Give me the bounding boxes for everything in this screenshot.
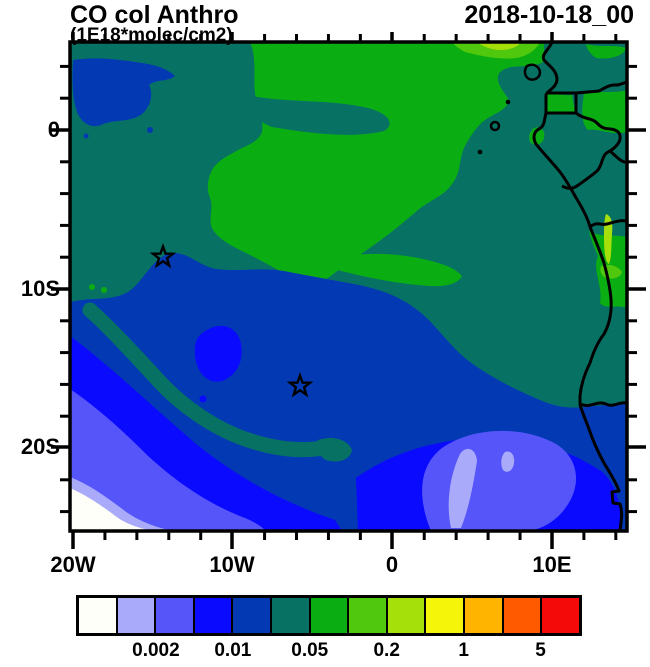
island-bioko	[523, 63, 542, 81]
axis-ticks	[51, 32, 646, 549]
colorbar-cell-5	[270, 598, 309, 633]
island-principe	[505, 99, 511, 105]
colorbar-cell-1	[115, 598, 155, 633]
plot-datetime: 2018-10-18_00	[464, 1, 634, 29]
region-green-speck-2	[101, 287, 107, 293]
border-angola-namibia	[579, 401, 626, 408]
colorbar-cell-3	[192, 598, 232, 633]
border-gabon-congo	[561, 111, 622, 190]
region-darkblue-northwest	[72, 58, 175, 127]
island-annobon	[477, 149, 483, 155]
plot-title: CO col Anthro	[70, 1, 239, 29]
colorbar-label-1: 1	[458, 640, 469, 661]
coastline-africa	[532, 43, 624, 530]
region-midgreen-top	[452, 43, 540, 59]
region-lavender-streak-2	[501, 451, 515, 472]
colorbar-cell-10	[463, 598, 502, 633]
region-green-eq-guinea	[545, 94, 575, 113]
border-congo-river	[588, 219, 626, 229]
x-axis-label-10e: 10E	[532, 552, 571, 577]
region-teal-notch	[251, 96, 390, 135]
colorbar-cell-8	[385, 598, 425, 633]
x-axis-label-10w: 10W	[209, 552, 254, 577]
colorbar-cell-7	[347, 598, 386, 633]
region-green-ne-land	[582, 90, 626, 134]
region-green-topright	[586, 44, 626, 59]
colorbar-cell-9	[424, 598, 464, 633]
colorbar	[76, 595, 582, 636]
region-white-corner	[71, 488, 150, 530]
region-violet-south-dome	[422, 431, 576, 530]
region-teal-arc-bulge	[316, 438, 352, 462]
region-lavender-streak-1	[448, 448, 477, 528]
colorbar-cell-12	[540, 598, 579, 633]
colorbar-label-0.002: 0.002	[132, 640, 180, 661]
y-axis-label-10s: 10S	[21, 276, 60, 301]
colorbar-cell-0	[79, 598, 116, 633]
region-yellowgreen-top	[478, 43, 521, 50]
region-violet-southwest	[71, 389, 265, 530]
y-axis-label-0: 0	[48, 117, 60, 142]
region-darkblue-speck-1	[147, 127, 153, 133]
region-teal-arc	[82, 302, 336, 458]
colorbar-labels: 0.002 0.01 0.05 0.2 1 5	[76, 640, 582, 666]
y-axis-label-20s: 20S	[21, 434, 60, 459]
colorbar-cell-4	[231, 598, 271, 633]
colorbar-label-5: 5	[535, 640, 546, 661]
colorbar-cell-11	[501, 598, 541, 633]
border-cameroon	[546, 80, 626, 95]
region-green-speck-1	[89, 284, 95, 290]
plot-units-subtitle: (1E18*molec/cm2)	[70, 25, 233, 46]
x-axis-label-20w: 20W	[50, 552, 95, 577]
colorbar-cell-2	[154, 598, 193, 633]
region-yellowgreen-coast-sliver	[604, 214, 613, 264]
region-blue-center-patch	[194, 325, 242, 382]
map-layers	[71, 43, 626, 530]
plot-border	[68, 40, 629, 533]
colorbar-label-0.05: 0.05	[291, 640, 329, 661]
region-darkblue-speck-2	[83, 133, 89, 139]
region-green-finger	[330, 253, 462, 287]
x-axis-label-0: 0	[386, 552, 398, 577]
colorbar-cell-6	[308, 598, 348, 633]
colorbar-label-0.01: 0.01	[214, 640, 252, 661]
island-sao-tome	[489, 120, 501, 132]
region-blue-speck	[199, 395, 207, 403]
colorbar-label-0.2: 0.2	[373, 640, 400, 661]
